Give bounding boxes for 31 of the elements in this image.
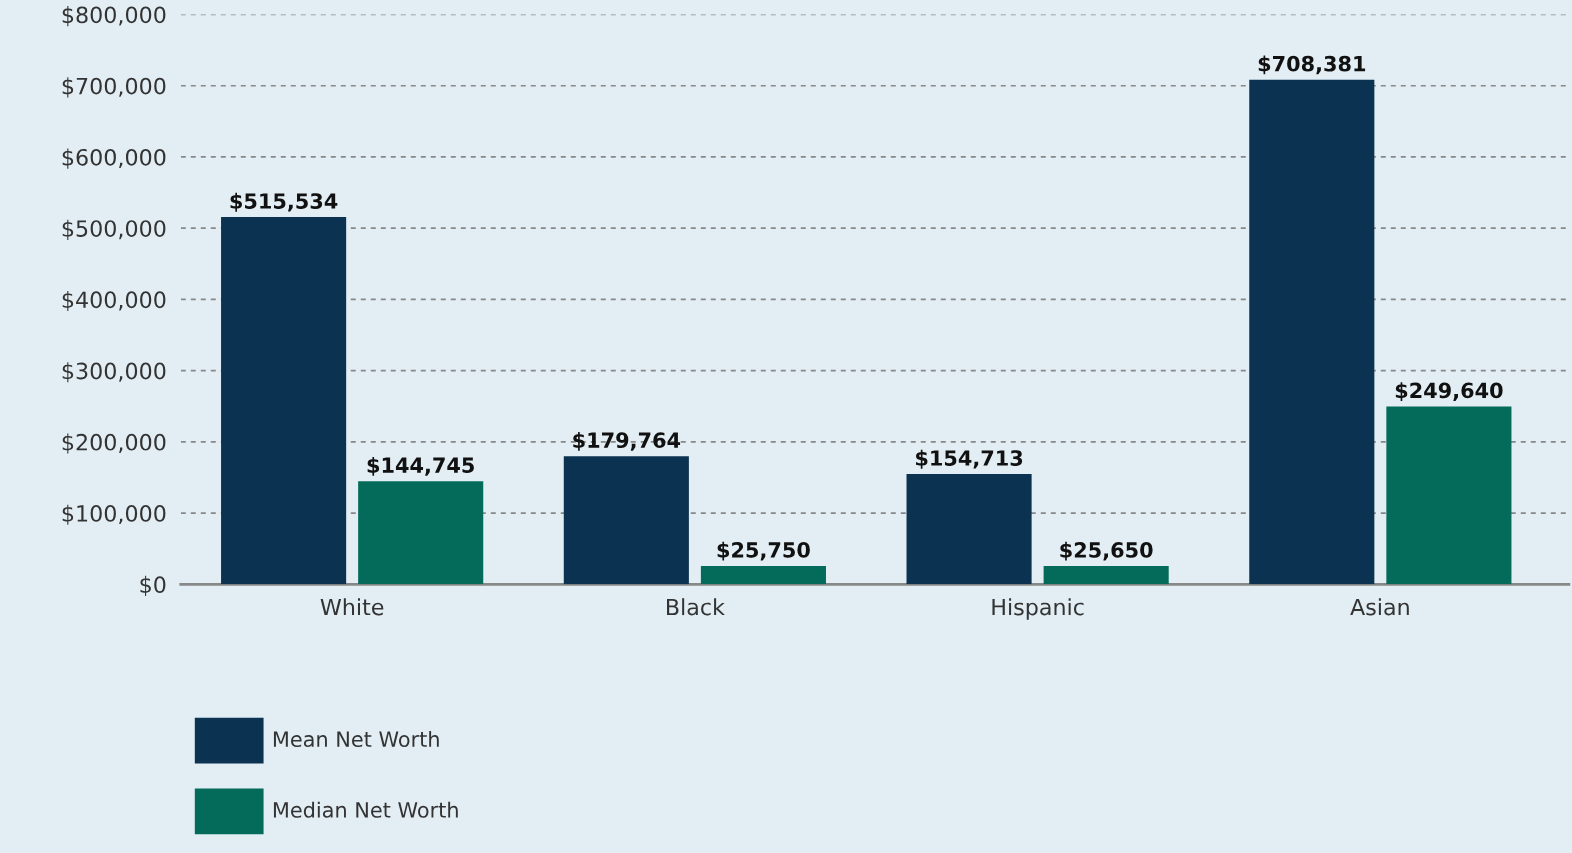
y-tick-label: $800,000	[62, 6, 166, 27]
bar	[1249, 79, 1375, 585]
bar	[1043, 566, 1169, 585]
x-tick-label: Hispanic	[992, 598, 1084, 620]
data-label: $249,640	[1395, 382, 1503, 402]
bar	[563, 456, 689, 585]
y-tick-label: $100,000	[62, 504, 166, 525]
data-label: $179,764	[573, 431, 681, 451]
data-label: $144,745	[367, 456, 474, 476]
bar	[358, 481, 484, 585]
data-label: $515,534	[230, 192, 338, 212]
data-label: $25,650	[1060, 541, 1153, 561]
y-tick-label: $500,000	[62, 219, 166, 240]
bar	[1386, 406, 1512, 585]
legend-label: Mean Net Worth	[273, 730, 439, 748]
y-tick-label: $400,000	[62, 290, 166, 312]
legend-label: Median Net Worth	[273, 801, 458, 818]
data-label: $154,713	[916, 449, 1023, 469]
y-tick-label: $200,000	[62, 433, 166, 454]
x-tick-label: White	[320, 598, 384, 616]
data-label: $25,750	[717, 541, 810, 561]
y-tick-label: $600,000	[62, 148, 166, 169]
y-tick-label: $0	[140, 575, 166, 597]
bar	[906, 474, 1032, 585]
y-tick-label: $700,000	[62, 77, 166, 98]
bar	[700, 565, 826, 585]
bar	[221, 217, 347, 585]
x-tick-label: Asian	[1350, 598, 1409, 616]
y-tick-label: $300,000	[62, 362, 166, 383]
data-label: $708,381	[1258, 55, 1366, 75]
x-tick-label: Black	[667, 598, 725, 616]
